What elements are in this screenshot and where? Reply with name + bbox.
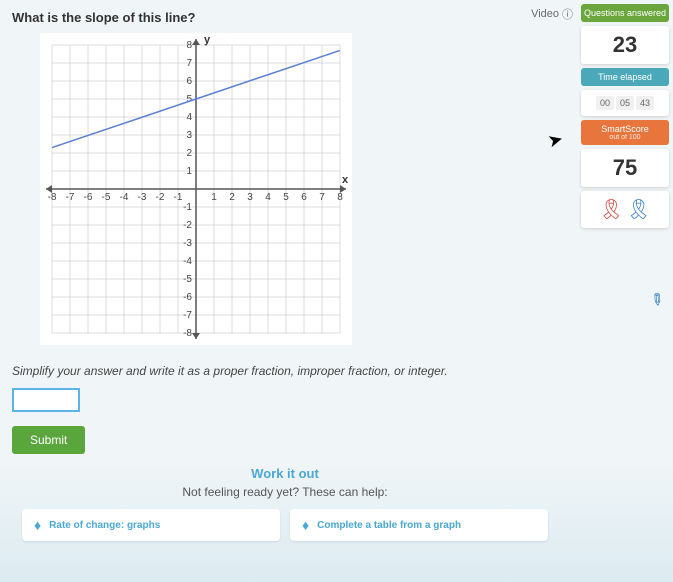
svg-text:8: 8 [337, 192, 343, 203]
svg-text:4: 4 [186, 112, 192, 123]
questions-answered-count: 23 [581, 26, 669, 64]
stats-sidebar: Questions answered 23 Time elapsed 00 05… [581, 4, 669, 228]
ribbon-icon: 🎗 [626, 197, 651, 222]
workout-title: Work it out [12, 466, 558, 481]
svg-text:-2: -2 [156, 192, 165, 203]
ribbon-icon: 🎗 [599, 197, 624, 222]
svg-text:2: 2 [229, 192, 235, 203]
svg-text:-8: -8 [183, 328, 192, 339]
submit-button[interactable]: Submit [12, 426, 85, 454]
time-elapsed-value: 00 05 43 [581, 90, 669, 116]
svg-text:-6: -6 [183, 292, 192, 303]
answer-input[interactable] [12, 388, 80, 412]
coordinate-graph: -8 -7 -6 -5 -4 -3 -2 -1 1 2 3 4 5 6 7 8 -8 -7 -6 -5 -4 -3 -2 -1… [40, 33, 352, 345]
graph-container: -8 -7 -6 -5 -4 -3 -2 -1 1 2 3 4 5 6 7 8 -8 -7 -6 -5 -4 -3 -2 -1… [40, 33, 558, 350]
svg-text:-4: -4 [120, 192, 129, 203]
svg-text:3: 3 [247, 192, 253, 203]
svg-text:7: 7 [186, 58, 192, 69]
time-sec: 43 [636, 96, 654, 110]
workout-subtitle: Not feeling ready yet? These can help: [12, 485, 558, 499]
smartscore-title: SmartScore [583, 124, 667, 134]
video-label: Video [531, 8, 559, 20]
instruction-text: Simplify your answer and write it as a p… [12, 364, 558, 378]
svg-text:-4: -4 [183, 256, 192, 267]
time-min: 05 [616, 96, 634, 110]
svg-text:-3: -3 [138, 192, 147, 203]
svg-text:8: 8 [186, 40, 192, 51]
svg-text:-1: -1 [174, 192, 183, 203]
svg-text:1: 1 [186, 166, 192, 177]
svg-text:6: 6 [301, 192, 307, 203]
svg-text:5: 5 [186, 94, 192, 105]
svg-text:4: 4 [265, 192, 271, 203]
svg-text:7: 7 [319, 192, 325, 203]
video-icon: ⓘ [562, 6, 573, 22]
svg-text:y: y [204, 34, 211, 46]
help-card-label: Rate of change: graphs [49, 520, 160, 531]
help-card-label: Complete a table from a graph [317, 520, 461, 531]
gem-icon: ♦ [302, 517, 309, 533]
svg-text:x: x [342, 174, 349, 186]
svg-text:1: 1 [211, 192, 217, 203]
smartscore-sub: out of 100 [583, 134, 667, 141]
video-link[interactable]: Video ⓘ [531, 6, 573, 22]
svg-text:-7: -7 [183, 310, 192, 321]
pencil-icon[interactable]: ✎ [645, 288, 668, 312]
svg-text:-1: -1 [183, 202, 192, 213]
smartscore-value: 75 [581, 149, 669, 187]
gem-icon: ♦ [34, 517, 41, 533]
questions-answered-label: Questions answered [581, 4, 669, 22]
svg-text:3: 3 [186, 130, 192, 141]
time-hr: 00 [596, 96, 614, 110]
smartscore-label: SmartScore out of 100 [581, 120, 669, 145]
svg-text:2: 2 [186, 148, 192, 159]
question-text: What is the slope of this line? [12, 10, 558, 25]
svg-text:-6: -6 [84, 192, 93, 203]
help-card-rate-of-change[interactable]: ♦ Rate of change: graphs [22, 509, 280, 541]
svg-text:-5: -5 [102, 192, 111, 203]
svg-text:-2: -2 [183, 220, 192, 231]
help-card-complete-table[interactable]: ♦ Complete a table from a graph [290, 509, 548, 541]
svg-text:-5: -5 [183, 274, 192, 285]
svg-text:-8: -8 [48, 192, 57, 203]
ribbons-badge: 🎗 🎗 [581, 191, 669, 228]
svg-text:5: 5 [283, 192, 289, 203]
svg-text:6: 6 [186, 76, 192, 87]
svg-text:-7: -7 [66, 192, 75, 203]
time-elapsed-label: Time elapsed [581, 68, 669, 86]
svg-text:-3: -3 [183, 238, 192, 249]
